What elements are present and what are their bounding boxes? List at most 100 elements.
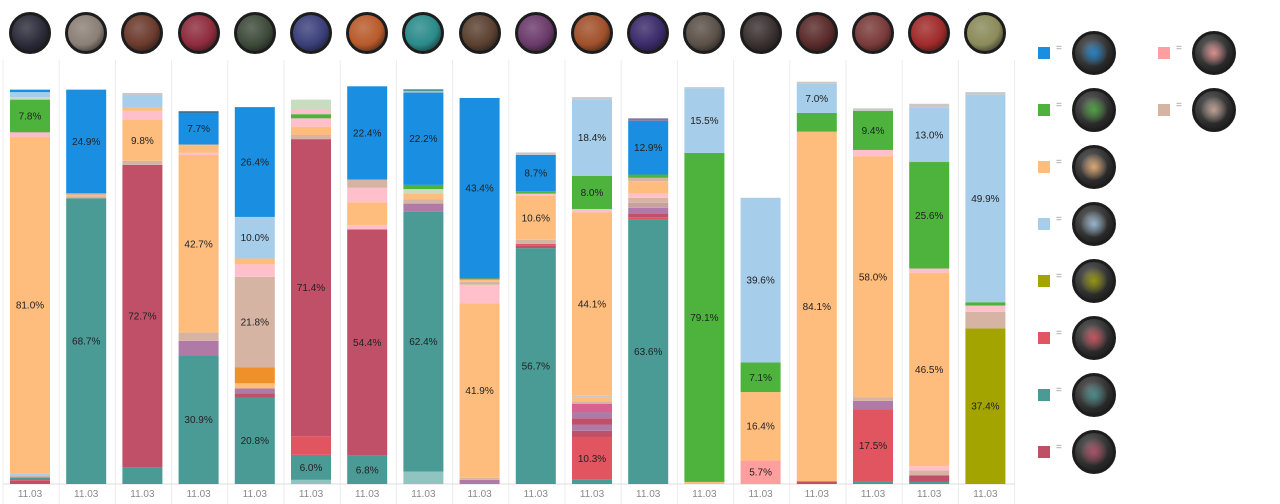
bar-segment-label: 39.6% (746, 276, 774, 287)
chart-legend: = = = = = = = = = = (1030, 30, 1270, 490)
bar-segment (628, 193, 669, 198)
bar-segment-label: 10.6% (522, 213, 550, 224)
bar-segment (10, 89, 50, 93)
bar-segment-label: 18.4% (578, 133, 606, 144)
bar-segment (234, 388, 275, 394)
bar-segment (684, 87, 725, 89)
legend-item: = (1030, 258, 1140, 304)
bar-segment (572, 212, 612, 396)
bar-segment (291, 436, 331, 455)
bar-segment (684, 88, 725, 153)
champion-portrait-10-icon (514, 12, 557, 54)
bar-segment (403, 91, 444, 93)
bar-segment (403, 89, 444, 92)
bar-segment-label: 6.8% (356, 465, 379, 476)
legend-icon-glow (1081, 268, 1107, 294)
bar-segment-label: 71.4% (297, 283, 325, 294)
legend-swatch (1038, 104, 1050, 116)
legend-swatch (1038, 332, 1050, 344)
bar-segment (347, 187, 388, 203)
bar-segment-label: 13.0% (915, 130, 943, 141)
bar-segment (291, 139, 331, 437)
bar-segment (459, 278, 500, 280)
bar-segment (572, 430, 612, 437)
bar-segment (10, 133, 50, 137)
bar-segment (291, 479, 331, 484)
bar-segment (459, 284, 500, 304)
bar-segment (234, 397, 275, 484)
bar-segment (628, 120, 669, 175)
bar-segment-label: 26.4% (241, 158, 269, 169)
champion-portrait-13-icon (683, 12, 726, 54)
item-icon-tan (1192, 88, 1236, 132)
legend-item: = (1030, 144, 1140, 190)
bar-segment (459, 477, 500, 480)
bar-segment (122, 160, 163, 165)
bar-segment (909, 272, 950, 467)
x-tick-label: 11.03 (355, 489, 380, 500)
bar-segment-label: 62.4% (409, 337, 437, 348)
item-icon-red (1072, 316, 1116, 360)
bar-segment-label: 22.2% (409, 134, 437, 145)
bar-segment (234, 264, 275, 277)
bar-segment (347, 86, 388, 180)
legend-item: = (1030, 372, 1140, 418)
bar-segment-label: 84.1% (803, 302, 831, 313)
bar-segment (403, 471, 444, 484)
bar-segment (965, 94, 1006, 303)
bar-segment-label: 46.5% (915, 365, 943, 376)
bar-segment (10, 136, 50, 474)
bar-segment (10, 473, 50, 476)
item-icon-pink (1192, 31, 1236, 75)
bar-segment (965, 305, 1006, 312)
bar-segment (853, 481, 893, 484)
bar-segment (515, 154, 556, 192)
x-tick-label: 11.03 (748, 489, 773, 500)
bar-segment (122, 110, 163, 120)
bar-segment (684, 481, 725, 484)
bar-segment (234, 393, 275, 398)
legend-swatch (1038, 389, 1050, 401)
item-icon-teal (1072, 373, 1116, 417)
bar-segment-label: 44.1% (578, 300, 606, 311)
bar-segment (234, 276, 275, 368)
bar-segment (628, 174, 669, 178)
bar-segment-label: 5.7% (749, 468, 772, 479)
bar-segment-label: 22.4% (353, 128, 381, 139)
bar-segment (291, 114, 331, 119)
bar-segment (234, 107, 275, 217)
bar-segment (403, 211, 444, 472)
legend-item: = (1150, 30, 1260, 76)
bar-segment (459, 303, 500, 478)
x-tick-label: 11.03 (636, 489, 661, 500)
legend-icon-glow (1081, 382, 1107, 408)
item-icon-orange (1072, 145, 1116, 189)
x-tick-label: 11.03 (18, 489, 43, 500)
bar-segment (10, 479, 50, 481)
bar-segment (178, 111, 219, 113)
bar-segment (515, 191, 556, 194)
bar-segment-label: 17.5% (859, 441, 887, 452)
legend-equals-sign: = (1056, 214, 1062, 225)
bar-segment (572, 418, 612, 425)
x-tick-label: 11.03 (917, 489, 942, 500)
bar-segment-label: 63.6% (634, 347, 662, 358)
bar-segment (572, 401, 612, 404)
bar-segment-label: 68.7% (72, 337, 100, 348)
bar-segment-label: 79.1% (690, 313, 718, 324)
bar-segment (572, 97, 612, 100)
bar-segment (740, 460, 781, 484)
bar-segment (853, 409, 893, 482)
legend-item: = (1030, 315, 1140, 361)
legend-equals-sign: = (1056, 271, 1062, 282)
bar-segment (66, 193, 107, 195)
bar-segment (853, 156, 893, 398)
bar-segment (234, 258, 275, 265)
champion-portrait-3-icon (121, 12, 164, 54)
bar-segment (965, 328, 1006, 484)
bar-segment (515, 243, 556, 246)
bar-segment (10, 92, 50, 98)
bar-segment (178, 144, 219, 153)
item-icon-green (1072, 88, 1116, 132)
bar-segment (853, 149, 893, 157)
